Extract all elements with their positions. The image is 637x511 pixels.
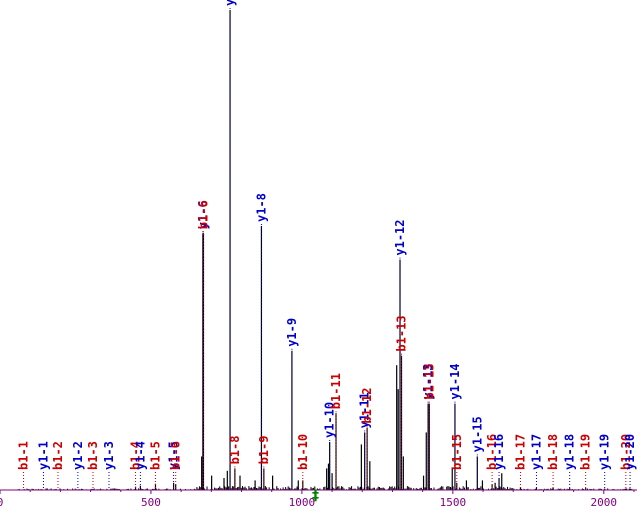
x-tick-label: 500 [141,496,161,509]
ion-label: y1-4 [133,441,147,470]
ion-label: b1-19 [579,434,593,470]
ion-label: b1-10 [296,434,310,470]
ion-label: b1-2 [51,441,65,470]
ion-label: y1-3 [102,441,116,470]
ion-label: y1-6 [196,200,210,229]
ion-label: y1-19 [598,434,612,470]
x-tick-label: 0 [0,496,3,509]
ion-label: b1-3 [86,441,100,470]
x-tick-label: 1000 [289,496,316,509]
ion-label: y1-7 [223,0,237,6]
ion-label: b1-11 [329,373,343,409]
ion-guide-layer [23,8,631,489]
ion-label: b1-17 [513,434,527,470]
ion-label: b1-16 [485,434,499,470]
ion-label: b1-4 [129,441,143,470]
ion-label: y1-1 [36,441,50,470]
ion-label: b1-12 [360,387,374,423]
ion-label: b1-9 [257,435,271,464]
ion-label: y1-9 [285,318,299,347]
ion-label: y1-15 [470,416,484,452]
ion-label: b1-5 [148,441,162,470]
ion-label: y1-5 [167,441,181,470]
ion-label: b1-20 [619,434,633,470]
ion-label: b1-6 [169,441,183,470]
x-tick-label: 1500 [440,496,467,509]
ion-label: y1-20 [623,434,637,470]
precursor-marker: ‡ [312,488,319,504]
ion-label: y1-2 [71,441,85,470]
ion-label: b1-6 [196,200,210,229]
ion-label: y1-13 [421,363,435,399]
ion-label: b1-18 [546,434,560,470]
ion-label: b1-1 [17,441,31,470]
ion-label: b1-13 [422,363,436,399]
ion-label: b1-8 [228,435,242,464]
ion-label: b1-13 [395,315,409,351]
ion-label-layer: b1-1 y1-1 b1-2 y1-2 b1-3 y1-3 b1-4y1-4 b1-5 y1-5… [17,0,637,470]
ion-label: y1-16 [492,434,506,470]
ion-label: y1-12 [393,219,407,255]
ion-label: y1-17 [529,434,543,470]
ion-label: y1-14 [448,363,462,399]
x-tick-label: 2000 [591,496,618,509]
ion-label: b1-15 [450,434,464,470]
ion-label: y1-11 [358,392,372,428]
x-axis-ticks: 0 500 1000 1500 2000 [0,490,635,509]
peak-layer [134,10,631,490]
ion-label: y1-8 [254,193,268,222]
ion-label: y1-18 [563,434,577,470]
noise-peaks [17,486,634,490]
ion-label: y1-10 [323,402,337,438]
